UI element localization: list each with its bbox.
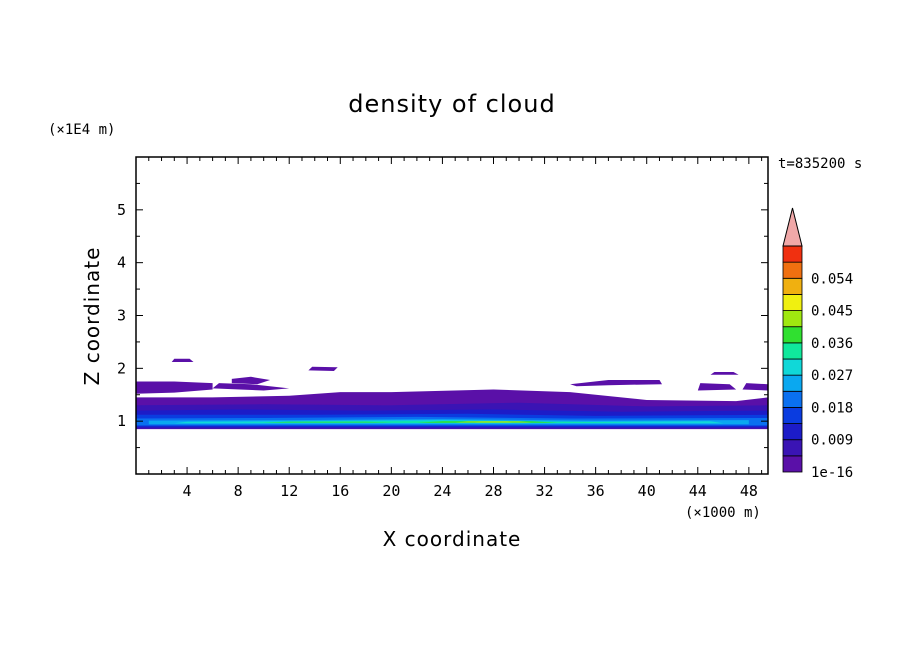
colorbar-segment bbox=[782, 277, 803, 295]
colorbar-label: 0.054 bbox=[811, 271, 853, 287]
y-tick-label: 1 bbox=[117, 412, 126, 430]
colorbar-segment bbox=[782, 374, 803, 392]
colorbar-segment bbox=[782, 358, 803, 376]
contour-region-level-0 bbox=[308, 366, 338, 371]
colorbar-label: 1e-16 bbox=[811, 465, 853, 481]
x-tick-label: 48 bbox=[740, 482, 758, 500]
colorbar-segment bbox=[782, 342, 803, 360]
colorbar-label: 0.027 bbox=[811, 368, 853, 384]
x-tick-label: 20 bbox=[382, 482, 400, 500]
contour-region-level-0 bbox=[710, 372, 739, 375]
x-tick-label: 12 bbox=[280, 482, 298, 500]
x-tick-label: 16 bbox=[331, 482, 349, 500]
colorbar-segment bbox=[782, 261, 803, 279]
colorbar-segment bbox=[782, 390, 803, 408]
contour-region-level-0 bbox=[697, 383, 737, 391]
colorbar-segment bbox=[782, 455, 803, 473]
contour-region-level-0 bbox=[212, 383, 290, 391]
x-tick-label: 28 bbox=[484, 482, 502, 500]
contour-region-level-0 bbox=[136, 381, 213, 394]
colorbar-label: 0.009 bbox=[811, 433, 853, 449]
contour-region-level-10 bbox=[474, 421, 513, 423]
x-tick-label: 40 bbox=[638, 482, 656, 500]
time-label: t=835200 s bbox=[778, 156, 862, 172]
colorbar-segment bbox=[782, 294, 803, 311]
colorbar-segment bbox=[782, 245, 803, 263]
contour-region-level-0 bbox=[231, 376, 271, 385]
colorbar-label: 0.036 bbox=[811, 336, 853, 352]
colorbar-segment bbox=[782, 407, 803, 424]
contour-region-level-0 bbox=[570, 380, 662, 387]
contour-region-level-0 bbox=[171, 358, 194, 362]
x-unit-label: (×1000 m) bbox=[685, 505, 761, 521]
x-axis-label: X coordinate bbox=[383, 527, 522, 551]
y-unit-label: (×1E4 m) bbox=[48, 122, 115, 138]
x-tick-label: 44 bbox=[689, 482, 707, 500]
chart-title: density of cloud bbox=[348, 90, 555, 118]
colorbar-segment bbox=[782, 439, 803, 457]
y-tick-label: 3 bbox=[117, 307, 126, 325]
colorbar-label: 0.045 bbox=[811, 304, 853, 320]
x-tick-label: 32 bbox=[536, 482, 554, 500]
contour-region-level-0 bbox=[742, 383, 768, 391]
colorbar-segment bbox=[782, 310, 803, 328]
plot-area bbox=[136, 358, 768, 430]
colorbar-extend-arrow bbox=[782, 207, 803, 247]
colorbar-label: 0.018 bbox=[811, 400, 853, 416]
x-tick-label: 36 bbox=[587, 482, 605, 500]
colorbar-segment bbox=[782, 423, 803, 441]
y-axis-label: Z coordinate bbox=[80, 247, 104, 386]
y-tick-label: 2 bbox=[117, 359, 126, 377]
x-tick-label: 24 bbox=[433, 482, 451, 500]
y-tick-label: 5 bbox=[117, 201, 126, 219]
x-tick-label: 8 bbox=[234, 482, 243, 500]
colorbar-segment bbox=[782, 326, 803, 344]
contour-region-level-8 bbox=[263, 421, 392, 423]
x-tick-label: 4 bbox=[183, 482, 192, 500]
colorbar: 1e-16 0.009 0.018 0.027 0.036 0.045 0.054 bbox=[782, 207, 853, 481]
y-tick-label: 4 bbox=[117, 254, 126, 272]
